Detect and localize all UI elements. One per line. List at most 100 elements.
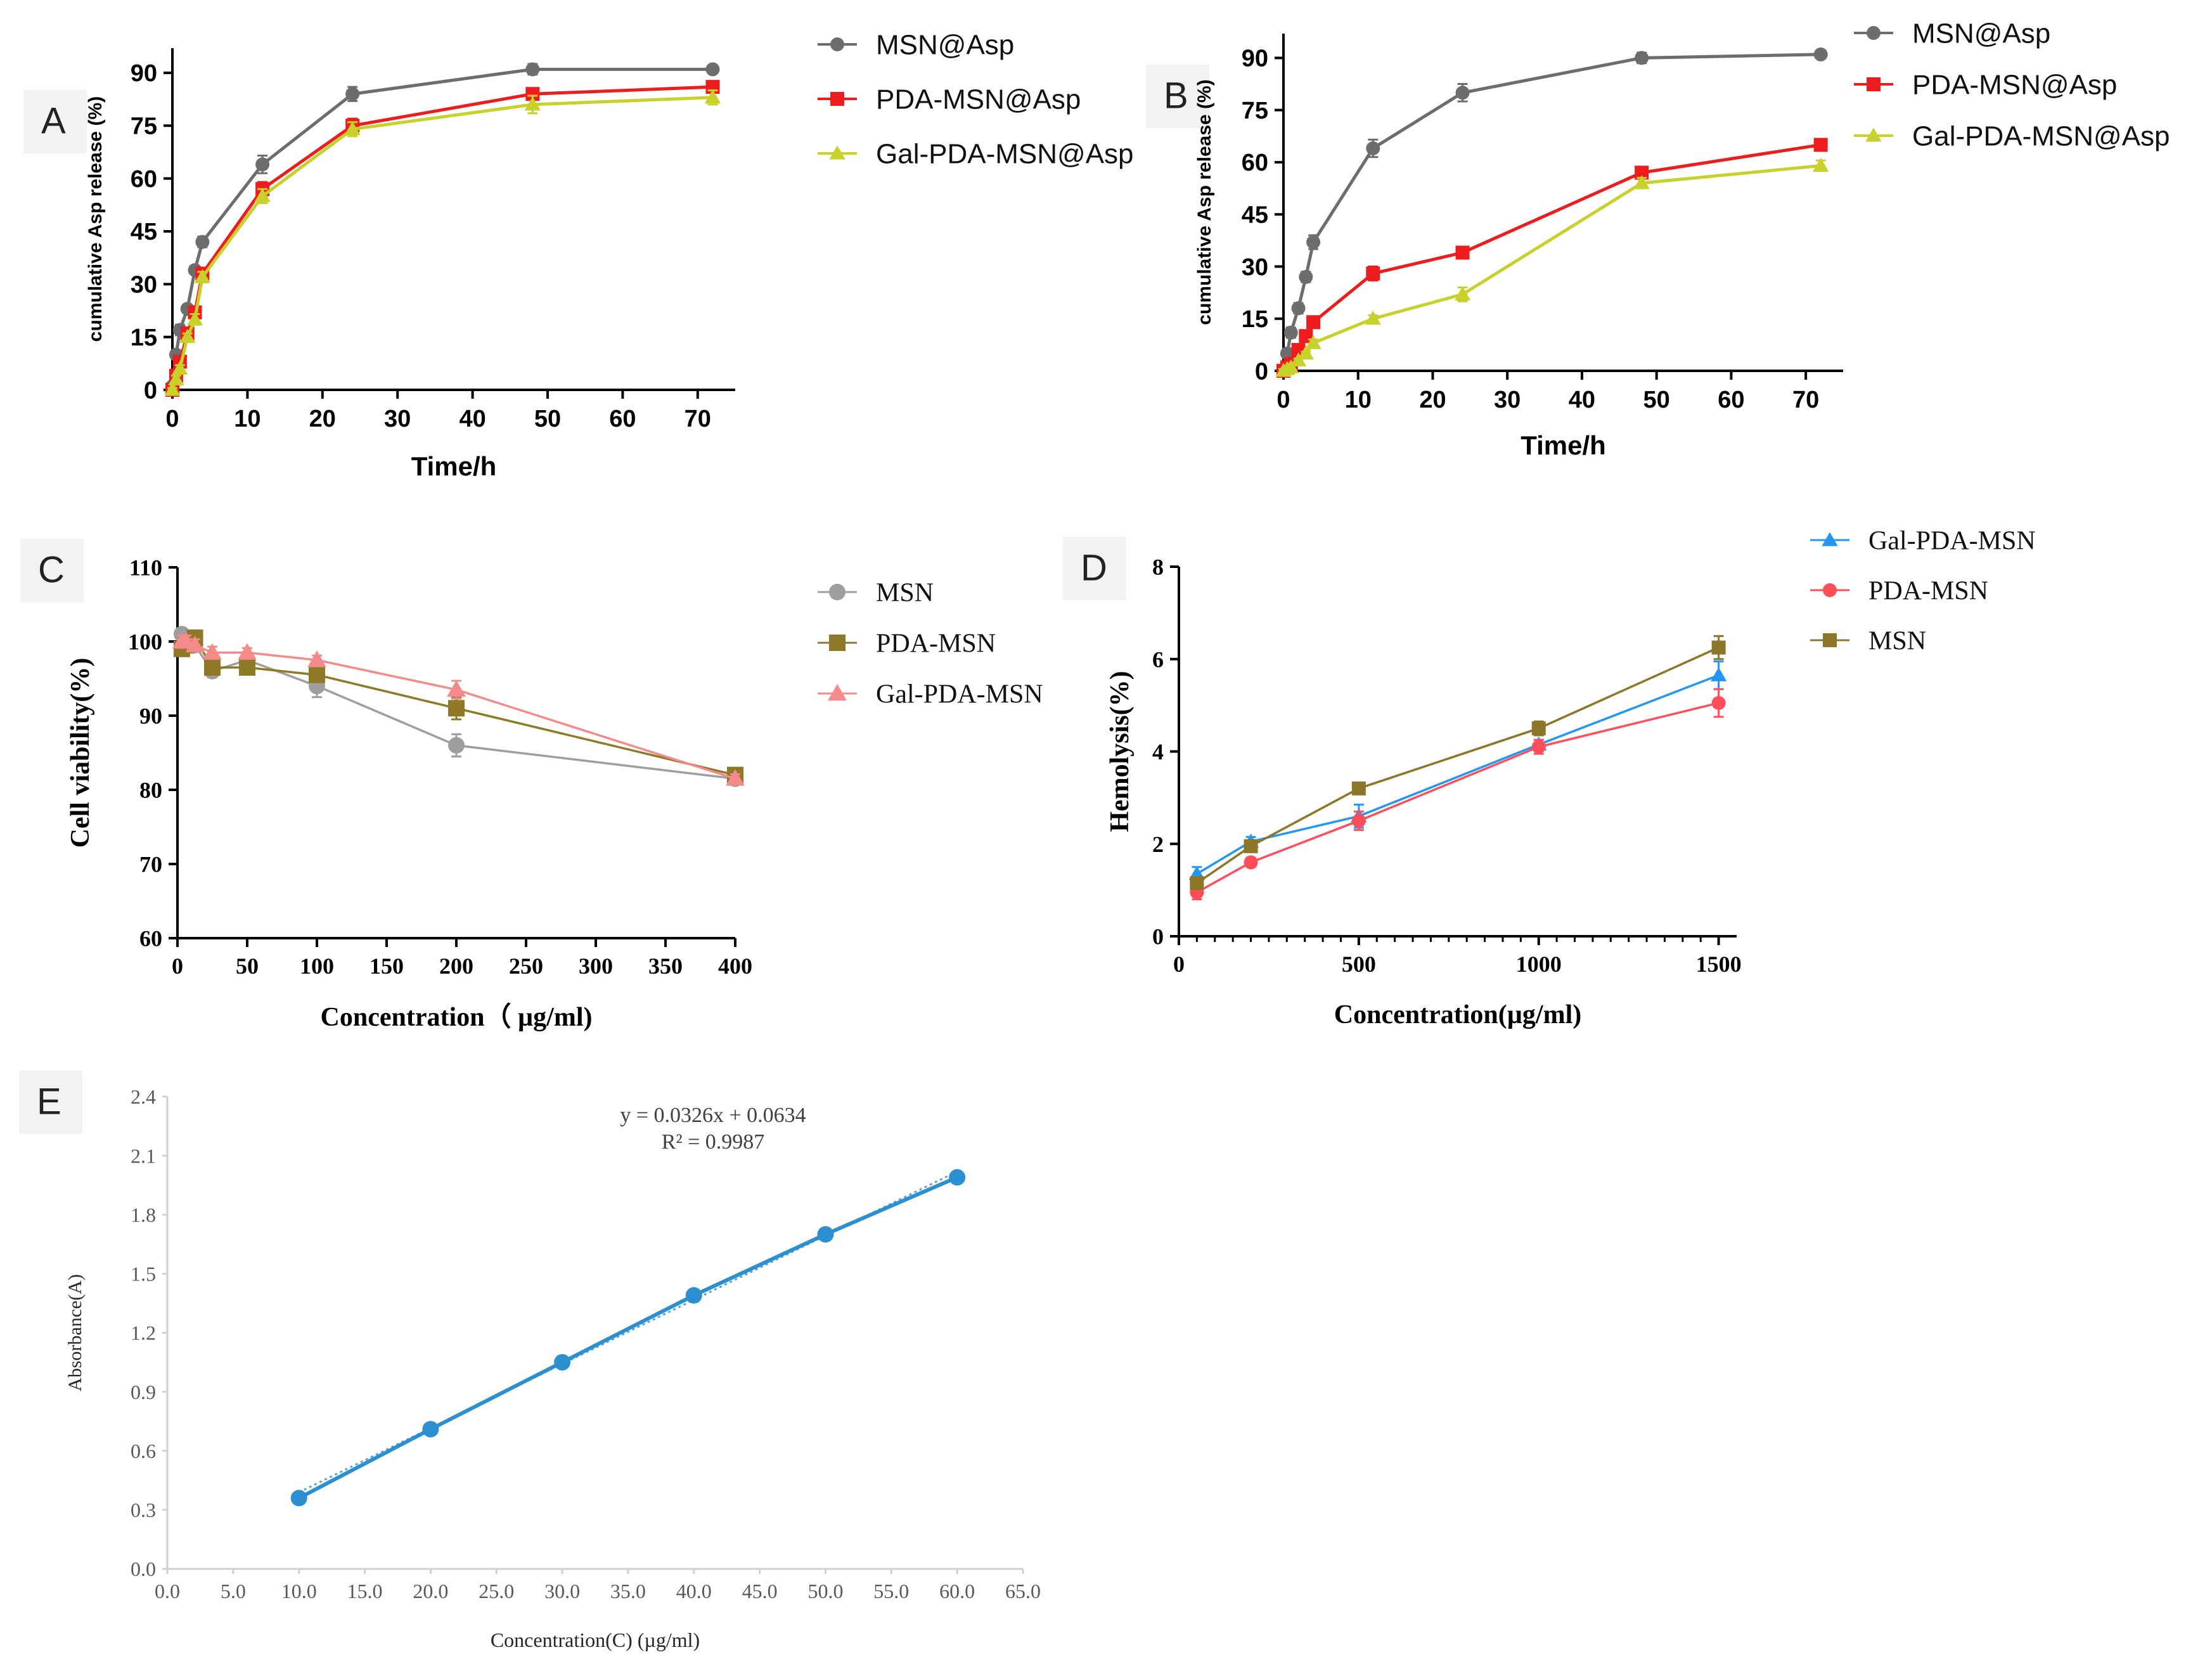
x-tick-label: 0 — [172, 953, 183, 979]
data-point — [1633, 175, 1650, 190]
data-point — [524, 96, 541, 111]
y-tick-label: 0.0 — [131, 1557, 156, 1580]
y-tick-label: 1.5 — [131, 1263, 156, 1286]
data-point — [168, 371, 184, 385]
data-point — [447, 680, 466, 697]
x-tick-label: 40 — [1569, 387, 1595, 413]
legend-item: MSN — [1810, 627, 1926, 656]
data-point — [1305, 335, 1321, 349]
x-tick-label: 500 — [1342, 951, 1376, 977]
legend-item: Gal-PDA-MSN — [1810, 527, 2036, 556]
data-point — [1297, 345, 1314, 360]
legend-marker — [1865, 127, 1882, 142]
y-tick-label: 6 — [1152, 647, 1164, 672]
x-tick-label: 0 — [1173, 951, 1185, 977]
legend-item: Gal-PDA-MSN@Asp — [818, 138, 1134, 169]
x-tick-label: 150 — [370, 953, 404, 979]
legend-marker — [828, 684, 847, 701]
x-tick-label: 60 — [609, 406, 636, 432]
legend-item: Gal-PDA-MSN — [818, 680, 1043, 709]
legend-item: MSN@Asp — [818, 29, 1014, 60]
series-Gal-PDA-MSN@Asp — [1275, 157, 1829, 377]
y-tick-label: 110 — [129, 555, 162, 581]
x-tick-label: 15.0 — [347, 1580, 383, 1602]
data-point — [1531, 721, 1546, 736]
panel-label-bg-E — [19, 1071, 82, 1134]
legend-label: PDA-MSN — [876, 629, 996, 659]
y-tick-label: 0 — [1255, 358, 1268, 385]
legend-label: Gal-PDA-MSN — [1868, 527, 2036, 556]
series-Gal-PDA-MSN@Asp — [164, 89, 721, 396]
data-point — [817, 1226, 834, 1243]
legend-item: MSN@Asp — [1854, 18, 2050, 49]
series-line — [170, 85, 713, 390]
legend-label: MSN — [876, 579, 934, 608]
panel-label-D: D — [1081, 547, 1107, 588]
legend-label: PDA-MSN@Asp — [876, 84, 1081, 115]
series-line — [1196, 702, 1720, 894]
data-point — [1531, 740, 1546, 754]
x-tick-label: 1000 — [1516, 951, 1562, 977]
trendline-r-squared: R² = 0.9987 — [662, 1130, 765, 1154]
x-tick-label: 50 — [534, 406, 561, 432]
legend-item: PDA-MSN@Asp — [1854, 69, 2117, 100]
y-tick-label: 80 — [139, 778, 162, 803]
panel-label-bg-C — [20, 539, 84, 602]
y-tick-label: 15 — [131, 325, 157, 351]
data-point — [448, 737, 465, 754]
data-point — [179, 328, 196, 344]
data-point — [1454, 286, 1471, 300]
y-tick-label: 70 — [139, 852, 162, 877]
legend-marker — [829, 584, 846, 600]
y-tick-label: 60 — [1242, 150, 1268, 176]
data-point — [203, 643, 222, 660]
panel-label-bg-B — [1146, 65, 1209, 128]
y-tick-label: 45 — [131, 219, 157, 245]
y-tick-label: 30 — [1242, 254, 1268, 281]
legend-marker — [1823, 583, 1837, 597]
data-point — [726, 769, 745, 786]
data-point — [194, 269, 211, 283]
y-tick-label: 75 — [1242, 98, 1268, 124]
y-tick-label: 45 — [1242, 202, 1268, 228]
series-PDA-MSN — [173, 629, 743, 783]
data-point — [254, 188, 271, 202]
chart-panel-C: C 0 50 100 150 200 250 300 350 400 60 70 80 90 100 110 C… — [20, 539, 1043, 1032]
series-line — [1196, 674, 1720, 875]
x-axis-title: Concentration（ µg/ml) — [321, 1002, 593, 1032]
x-tick-label: 30.0 — [544, 1580, 580, 1602]
panel-label-B: B — [1164, 75, 1188, 116]
data-point — [1299, 269, 1313, 284]
x-tick-label: 200 — [439, 953, 473, 979]
data-point — [255, 157, 270, 172]
series-line — [170, 96, 713, 390]
legend-label: PDA-MSN@Asp — [1912, 69, 2117, 100]
data-point — [164, 382, 181, 396]
x-axis-title: Concentration(C) (µg/ml) — [491, 1628, 700, 1651]
data-point — [185, 635, 205, 653]
legend-marker — [829, 145, 846, 160]
data-point — [309, 666, 325, 683]
data-point — [554, 1354, 571, 1371]
trendline-equation: y = 0.0326x + 0.0634 — [620, 1104, 806, 1127]
data-point — [1244, 855, 1258, 870]
data-point — [1635, 165, 1649, 180]
data-point — [1455, 86, 1470, 100]
x-tick-label: 50.0 — [807, 1580, 843, 1602]
y-tick-label: 100 — [128, 629, 162, 655]
y-tick-label: 0.3 — [131, 1499, 156, 1521]
legend-item: MSN — [818, 579, 934, 608]
y-tick-label: 90 — [139, 704, 162, 729]
chart-panel-D: D 0 500 1000 1500 0 2 4 6 8 Concentration(µg/ml) He… — [1063, 527, 2036, 1029]
x-tick-label: 30 — [1494, 387, 1521, 413]
series-line — [1282, 164, 1821, 373]
data-point — [525, 62, 540, 77]
x-tick-label: 10 — [1345, 387, 1372, 413]
data-point — [1291, 301, 1306, 316]
legend-marker — [1867, 77, 1881, 91]
x-tick-label: 20.0 — [413, 1580, 448, 1602]
series-PDA-MSN — [1190, 688, 1726, 901]
data-point — [1351, 813, 1366, 828]
legend-marker — [1823, 633, 1837, 647]
